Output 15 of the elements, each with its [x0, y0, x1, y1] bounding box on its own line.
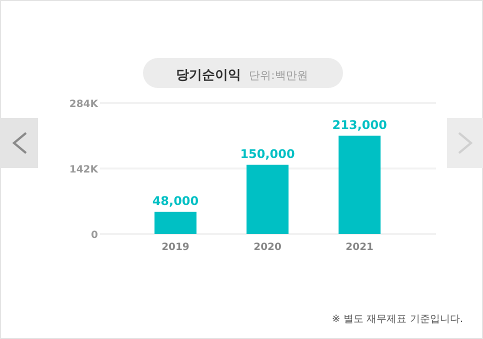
text: ※ 별도 재무제표 기준입니다.: [332, 314, 463, 325]
bar: [338, 136, 381, 234]
x-tick-label: 2019: [162, 242, 190, 253]
bar: [154, 212, 196, 234]
y-tick-label: 284K: [69, 99, 100, 110]
chart-subtitle: 단위:백만원: [249, 69, 308, 82]
bar: [246, 164, 289, 234]
data-label: 150,000: [240, 146, 295, 161]
data-label: 213,000: [332, 118, 387, 132]
y-tick-label: 0: [91, 230, 98, 241]
chart-title: 당기순이익: [176, 68, 242, 83]
y-tick-label: 142K: [69, 164, 100, 176]
x-tick-label: 2020: [254, 242, 282, 253]
data-label: 48,000: [152, 194, 199, 208]
x-tick-label: 2021: [346, 242, 374, 253]
